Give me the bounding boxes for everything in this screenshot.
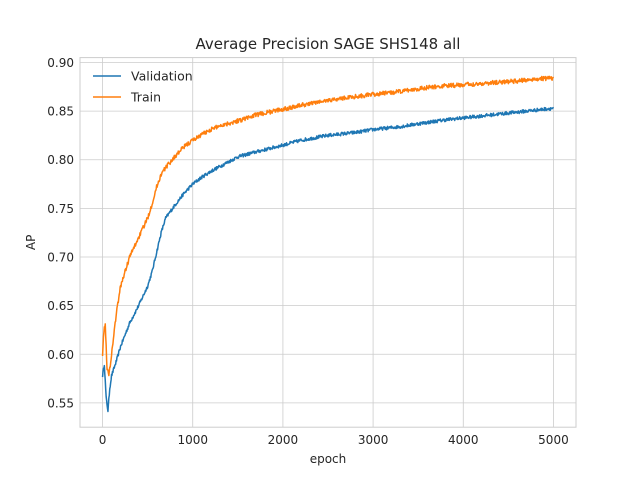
y-tick-label: 0.70 <box>47 250 74 264</box>
x-axis-label: epoch <box>310 452 347 466</box>
legend: Validation Train <box>93 69 193 105</box>
x-tick-label: 5000 <box>538 433 569 447</box>
series-lines <box>101 75 555 413</box>
tick-labels: 0 1000 2000 3000 4000 5000 0.55 0.60 0.65 0.70 0.7… <box>47 56 568 447</box>
y-tick-label: 0.60 <box>47 348 74 362</box>
plot-area <box>80 57 576 428</box>
x-tick-label: 0 <box>99 433 107 447</box>
x-tick-label: 2000 <box>268 433 299 447</box>
y-tick-label: 0.55 <box>47 396 74 410</box>
x-tick-label: 3000 <box>358 433 389 447</box>
x-tick-label: 1000 <box>177 433 208 447</box>
y-tick-label: 0.80 <box>47 153 74 167</box>
series-line-train <box>101 75 555 377</box>
chart-title: Average Precision SAGE SHS148 all <box>196 35 461 53</box>
grid <box>80 57 576 428</box>
y-tick-label: 0.85 <box>47 105 74 119</box>
plot-frame <box>79 57 577 428</box>
y-tick-label: 0.75 <box>47 202 74 216</box>
series-line-validation <box>101 106 555 413</box>
y-tick-label: 0.65 <box>47 299 74 313</box>
y-tick-label: 0.90 <box>47 56 74 70</box>
legend-label-train: Train <box>130 90 161 105</box>
y-axis-label: AP <box>24 235 38 250</box>
x-tick-label: 4000 <box>448 433 479 447</box>
legend-label-validation: Validation <box>131 69 193 84</box>
